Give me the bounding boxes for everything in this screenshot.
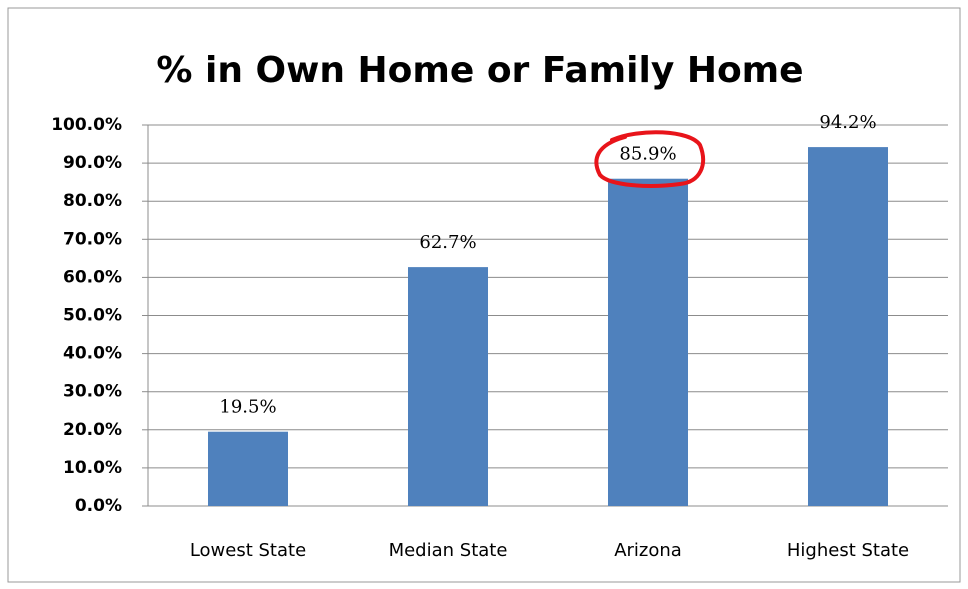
- y-tick-label: 30.0%: [63, 382, 122, 402]
- data-label: 62.7%: [419, 232, 476, 253]
- bar: [208, 431, 288, 506]
- x-tick-label: Lowest State: [190, 540, 306, 561]
- data-label: 85.9%: [619, 144, 676, 165]
- y-tick-label: 0.0%: [75, 496, 122, 516]
- y-tick-label: 20.0%: [63, 420, 122, 440]
- y-tick-label: 70.0%: [63, 229, 122, 249]
- y-tick-label: 10.0%: [63, 458, 122, 478]
- x-tick-label: Arizona: [614, 540, 682, 561]
- chart-title: % in Own Home or Family Home: [156, 50, 803, 91]
- data-label: 19.5%: [219, 397, 276, 418]
- y-tick-label: 40.0%: [63, 344, 122, 364]
- bar: [808, 147, 888, 506]
- x-tick-label: Highest State: [787, 540, 909, 561]
- y-tick-label: 100.0%: [51, 115, 122, 135]
- y-tick-label: 60.0%: [63, 267, 122, 287]
- bar: [608, 178, 688, 506]
- y-tick-label: 50.0%: [63, 306, 122, 326]
- bar: [408, 267, 488, 506]
- y-tick-label: 80.0%: [63, 191, 122, 211]
- data-label: 94.2%: [819, 112, 876, 133]
- highlight-circle: [594, 130, 706, 188]
- x-tick-label: Median State: [389, 540, 508, 561]
- y-tick-label: 90.0%: [63, 153, 122, 173]
